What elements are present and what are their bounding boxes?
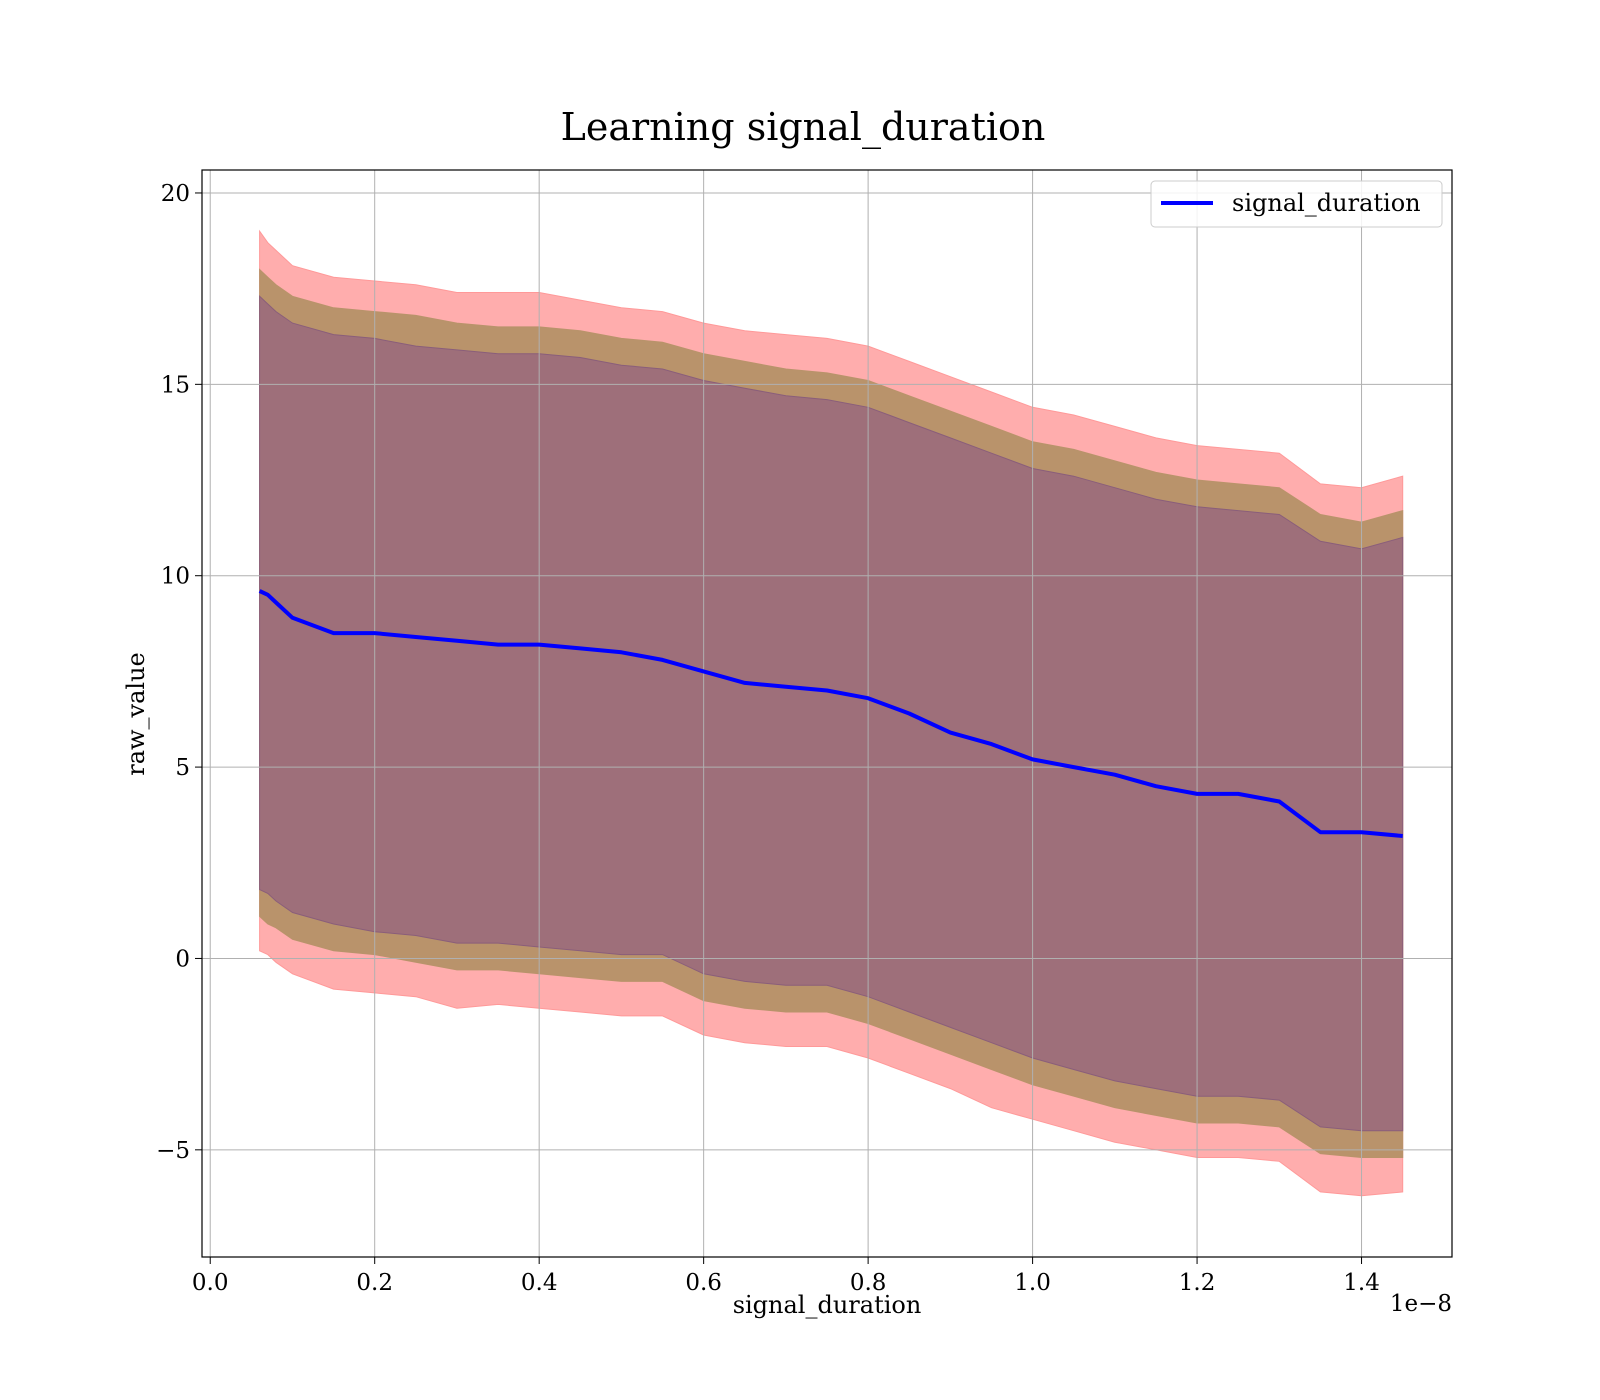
x-tick-label: 0.6 [685,1270,722,1296]
x-tick-label: 0.2 [356,1270,393,1296]
grid [202,170,1452,1257]
x-axis-label: signal_duration [733,1291,922,1319]
legend: signal_duration [1150,180,1443,228]
plot-area [201,169,1453,1258]
x-tick-label: 1.2 [1179,1270,1216,1296]
y-tick-label: 10 [161,564,190,590]
signal-duration-line [258,589,1403,838]
y-tick-label: 5 [175,755,190,781]
x-tick-label: 0.4 [521,1270,558,1296]
y-tick-label: −5 [156,1138,190,1164]
y-axis-label: raw_value [122,652,150,776]
y-tick-label: 0 [175,946,190,972]
x-axis-offset-label: 1e−8 [1390,1291,1452,1317]
line-layer [258,589,1403,838]
x-tick-label: 1.4 [1343,1270,1380,1296]
x-tick-label: 1.0 [1014,1270,1051,1296]
plot-frame [201,169,1453,1258]
y-axis-ticks: −5 0 5 10 15 20 [156,181,202,1164]
x-tick-label: 0.0 [192,1270,229,1296]
y-tick-label: 20 [161,181,190,207]
confidence-bands [259,229,1404,1197]
inner-band [259,295,1404,1132]
x-axis-ticks: 0.0 0.2 0.4 0.6 0.8 1.0 1.2 1.4 [192,1257,1380,1296]
legend-frame [1150,180,1443,228]
x-tick-label: 0.8 [850,1270,887,1296]
y-tick-label: 15 [161,372,190,398]
legend-label: signal_duration [1232,189,1421,217]
chart-title: Learning signal_duration [561,105,1046,150]
